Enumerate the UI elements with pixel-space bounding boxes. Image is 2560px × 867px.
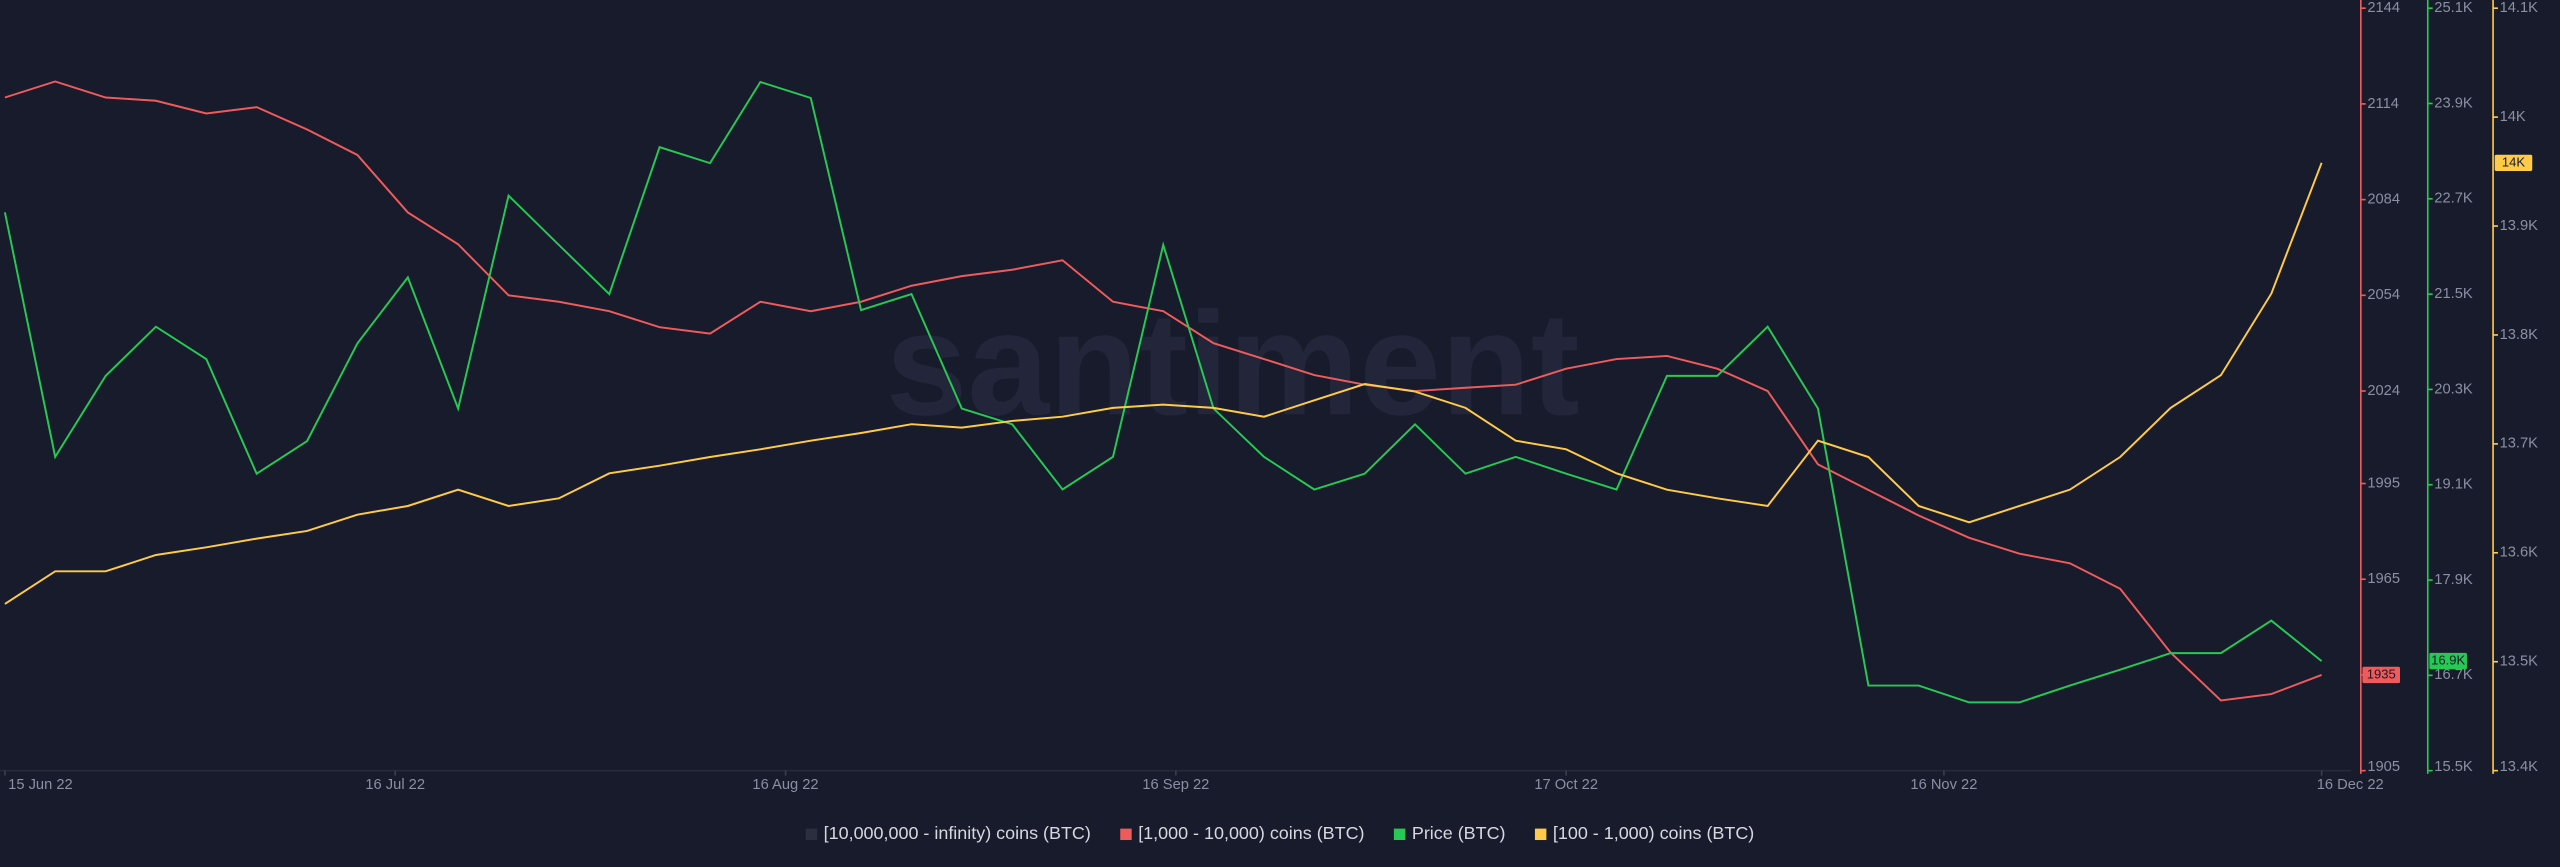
x-tick-label: 16 Nov 22 (1910, 777, 1977, 793)
y-tick-label: 17.9K (2434, 572, 2473, 588)
legend-label: [1,000 - 10,000) coins (BTC) (1138, 823, 1364, 843)
legend-item: [10,000,000 - infinity) coins (BTC) (805, 823, 1091, 843)
y-tick-label: 20.3K (2434, 381, 2473, 397)
legend-label: Price (BTC) (1412, 823, 1506, 843)
legend-swatch (1534, 828, 1547, 841)
y-tick-label: 15.5K (2434, 759, 2473, 775)
legend-label: [10,000,000 - infinity) coins (BTC) (824, 823, 1091, 843)
y-tick-label: 16.7K (2434, 667, 2473, 683)
y-tick-label: 2054 (2367, 287, 2400, 303)
last-value-label: 14K (2502, 154, 2526, 169)
y-tick-label: 1965 (2367, 571, 2400, 587)
y-tick-label: 23.9K (2434, 95, 2473, 111)
series-line (3, 80, 2323, 704)
y-tick-label: 14.1K (2500, 0, 2539, 16)
x-tick-label: 16 Sep 22 (1142, 777, 1209, 793)
legend-item: Price (BTC) (1393, 823, 1506, 843)
x-tick-label: 16 Dec 22 (2317, 777, 2384, 793)
y-tick-label: 13.7K (2500, 436, 2539, 452)
y-tick-label: 2084 (2367, 191, 2400, 207)
legend-item: [1,000 - 10,000) coins (BTC) (1120, 823, 1365, 843)
y-tick-label: 13.6K (2500, 545, 2539, 561)
y-tick-label: 2114 (2367, 96, 2399, 112)
y-tick-label: 2144 (2367, 0, 2400, 16)
y-tick-label: 25.1K (2434, 0, 2473, 16)
y-tick-label: 1995 (2367, 475, 2400, 491)
y-tick-label: 19.1K (2434, 477, 2473, 493)
legend-swatch (1120, 828, 1132, 841)
y-tick-label: 13.5K (2500, 654, 2539, 670)
last-value-badge (2494, 154, 2533, 172)
last-value-label: 1935 (2367, 666, 2396, 681)
last-value-badge (2362, 666, 2400, 684)
y-tick-label: 13.9K (2500, 218, 2539, 234)
y-tick-label: 2024 (2367, 383, 2400, 399)
y-tick-label: 1905 (2367, 759, 2400, 775)
x-tick-label: 17 Oct 22 (1534, 777, 1598, 793)
last-value-badge (2429, 652, 2467, 670)
legend-label: [100 - 1,000) coins (BTC) (1553, 823, 1754, 843)
x-tick-label: 16 Jul 22 (365, 777, 425, 793)
x-tick-label: 16 Aug 22 (752, 777, 818, 793)
series-line (4, 80, 2322, 702)
legend: [10,000,000 - infinity) coins (BTC) [1,00… (805, 823, 1754, 843)
y-tick-label: 13.4K (2500, 759, 2539, 775)
y-tick-label: 21.5K (2434, 286, 2473, 302)
y-tick-label: 14K (2500, 109, 2526, 125)
legend-item: [100 - 1,000) coins (BTC) (1534, 823, 1754, 843)
legend-swatch (805, 828, 818, 841)
legend-swatch (1393, 828, 1406, 841)
last-value-label: 16.9K (2431, 652, 2465, 667)
watermark: santiment (886, 282, 1580, 446)
y-tick-label: 13.8K (2500, 327, 2539, 343)
x-tick-label: 15 Jun 22 (8, 777, 73, 793)
series-line (4, 162, 2323, 605)
y-tick-label: 22.7K (2434, 191, 2473, 207)
